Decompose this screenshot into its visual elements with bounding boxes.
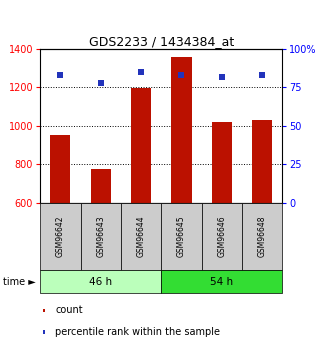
Text: 46 h: 46 h	[89, 277, 112, 286]
Bar	[40, 203, 81, 270]
Bar	[131, 88, 151, 203]
Title: GDS2233 / 1434384_at: GDS2233 / 1434384_at	[89, 35, 234, 48]
Text: GSM96644: GSM96644	[137, 215, 146, 257]
Text: time ►: time ►	[3, 277, 36, 286]
Bar	[91, 169, 111, 203]
Bar	[212, 122, 232, 203]
Bar	[40, 270, 161, 293]
Bar	[242, 203, 282, 270]
Bar	[43, 309, 46, 312]
Text: 54 h: 54 h	[210, 277, 233, 286]
Text: GSM96642: GSM96642	[56, 215, 65, 257]
Text: percentile rank within the sample: percentile rank within the sample	[55, 327, 220, 337]
Bar	[121, 203, 161, 270]
Bar	[50, 135, 70, 203]
Bar	[81, 203, 121, 270]
Bar	[171, 57, 192, 203]
Bar	[202, 203, 242, 270]
Text: GSM96646: GSM96646	[217, 215, 226, 257]
Text: count: count	[55, 305, 83, 315]
Bar	[161, 203, 202, 270]
Bar	[43, 331, 46, 334]
Text: GSM96643: GSM96643	[96, 215, 105, 257]
Bar	[161, 270, 282, 293]
Text: GSM96648: GSM96648	[258, 215, 267, 257]
Bar	[252, 120, 273, 203]
Text: GSM96645: GSM96645	[177, 215, 186, 257]
